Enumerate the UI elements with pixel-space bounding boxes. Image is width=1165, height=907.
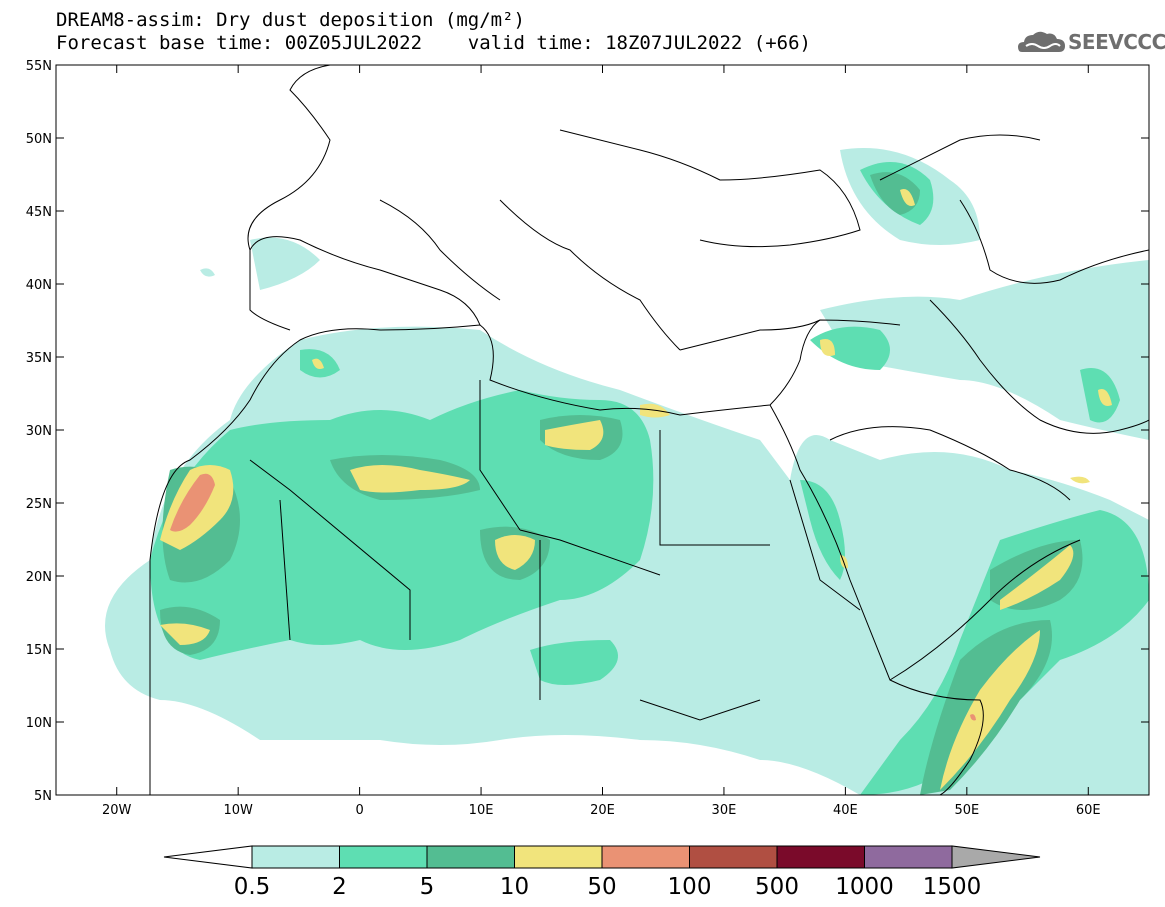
lon-label: 10W	[223, 803, 253, 818]
lon-label: 60E	[1076, 803, 1101, 818]
lat-label: 5N	[34, 789, 52, 804]
lat-label: 20N	[26, 570, 52, 585]
chart-title: DREAM8-assim: Dry dust deposition (mg/m²…	[56, 9, 525, 31]
lat-label: 15N	[26, 643, 52, 658]
lon-label: 20E	[590, 803, 615, 818]
coastlines	[149, 65, 1149, 795]
colorbar: 0.5 2 5 10 50 100 500 1000 1500	[163, 845, 1041, 900]
colorbar-swatch	[864, 845, 953, 869]
cloud-icon	[1018, 31, 1065, 52]
longitude-ticks: 20W 10W 0 10E 20E 30E 40E 50E 60E	[102, 65, 1101, 818]
lon-label: 20W	[102, 803, 132, 818]
colorbar-label: 100	[668, 874, 712, 900]
lat-label: 30N	[26, 424, 52, 439]
logo-text: SEEVCCC	[1068, 30, 1165, 54]
colorbar-swatch	[514, 845, 603, 869]
lon-label: 10E	[469, 803, 494, 818]
colorbar-label: 0.5	[234, 874, 271, 900]
colorbar-swatch	[689, 845, 778, 869]
forecast-times: Forecast base time: 00Z05JUL2022 valid t…	[56, 32, 811, 54]
colorbar-label: 1500	[923, 874, 982, 900]
latitude-ticks: 55N 50N 45N 40N 35N 30N 25N 20N 15N 10N 5N	[26, 59, 1149, 804]
colorbar-swatch	[601, 845, 690, 869]
lat-label: 45N	[26, 205, 52, 220]
lat-label: 10N	[26, 716, 52, 731]
colorbar-swatch	[339, 845, 428, 869]
lon-label: 0	[355, 803, 363, 818]
colorbar-over-arrow	[951, 845, 1041, 869]
lon-label: 40E	[833, 803, 858, 818]
level-50	[170, 473, 976, 721]
colorbar-label: 50	[587, 874, 616, 900]
lat-label: 40N	[26, 278, 52, 293]
colorbar-swatch	[776, 845, 865, 869]
colorbar-swatch	[251, 845, 340, 869]
colorbar-label: 5	[420, 874, 435, 900]
colorbar-under-arrow	[163, 845, 253, 869]
dust-field	[105, 148, 1149, 795]
lat-label: 50N	[26, 132, 52, 147]
colorbar-label: 10	[500, 874, 529, 900]
lon-label: 30E	[712, 803, 737, 818]
colorbar-label: 1000	[835, 874, 894, 900]
lat-label: 55N	[26, 59, 52, 74]
lat-label: 35N	[26, 351, 52, 366]
lon-label: 50E	[954, 803, 979, 818]
colorbar-label: 2	[332, 874, 347, 900]
lat-label: 25N	[26, 497, 52, 512]
colorbar-swatch	[426, 845, 515, 869]
colorbar-label: 500	[755, 874, 799, 900]
